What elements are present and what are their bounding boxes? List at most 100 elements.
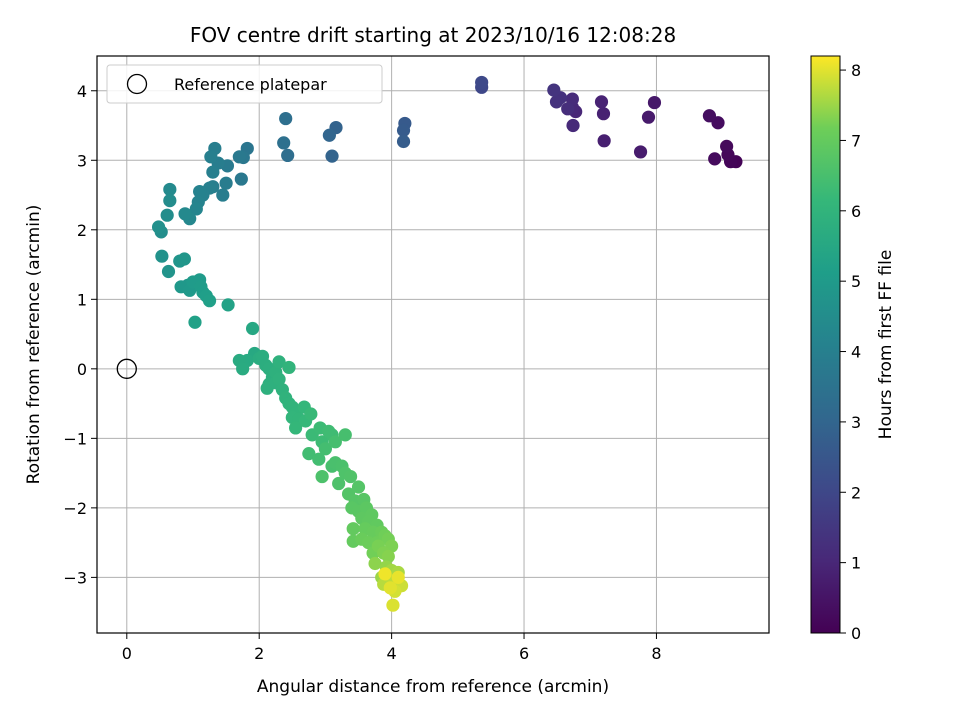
data-point bbox=[312, 452, 326, 466]
data-point bbox=[163, 182, 177, 197]
data-point bbox=[566, 118, 580, 133]
legend-reference-marker bbox=[126, 73, 148, 95]
colorbar-ticks: 0 1 2 3 4 5 6 7 8 bbox=[840, 61, 861, 643]
y-tick-label: 4 bbox=[77, 82, 87, 101]
data-point bbox=[193, 184, 207, 199]
data-point bbox=[338, 428, 352, 442]
data-point bbox=[202, 294, 217, 308]
legend: Reference platepar bbox=[106, 64, 383, 104]
data-point bbox=[272, 372, 286, 386]
data-point bbox=[351, 480, 366, 494]
y-tick-label: −1 bbox=[63, 429, 87, 448]
plot-frame bbox=[96, 55, 770, 634]
colorbar-tick-label: 4 bbox=[851, 343, 861, 362]
colorbar-tick-label: 1 bbox=[851, 554, 861, 573]
data-point bbox=[594, 95, 609, 109]
data-point bbox=[391, 570, 405, 584]
data-point bbox=[163, 193, 177, 208]
data-point bbox=[177, 252, 191, 266]
data-point bbox=[322, 424, 336, 438]
data-points bbox=[151, 75, 743, 612]
grid bbox=[97, 56, 769, 633]
data-point bbox=[547, 83, 561, 97]
y-tick-label: 0 bbox=[77, 360, 87, 379]
x-tick-label: 4 bbox=[387, 644, 397, 663]
data-point bbox=[161, 264, 176, 279]
data-point bbox=[368, 556, 382, 571]
data-point bbox=[204, 150, 218, 164]
data-point bbox=[325, 149, 339, 163]
colorbar-label: Hours from first FF file bbox=[876, 250, 896, 440]
data-point bbox=[234, 172, 248, 186]
data-point bbox=[206, 165, 220, 179]
data-point bbox=[702, 109, 717, 123]
data-point bbox=[378, 567, 392, 581]
data-point bbox=[322, 128, 336, 142]
colorbar-tick-label: 8 bbox=[851, 61, 861, 80]
legend-label-reference: Reference platepar bbox=[174, 75, 327, 94]
x-tick-label: 2 bbox=[254, 644, 264, 663]
data-point bbox=[282, 360, 296, 375]
data-point bbox=[475, 75, 489, 90]
data-point bbox=[597, 134, 611, 148]
data-point bbox=[155, 249, 169, 263]
axis-ticks: 0 2 4 6 8 −3 −2 −1 0 1 2 3 4 bbox=[63, 82, 661, 663]
x-tick-label: 8 bbox=[651, 644, 661, 663]
colorbar bbox=[810, 55, 841, 634]
x-tick-label: 0 bbox=[122, 644, 132, 663]
data-point bbox=[315, 469, 329, 484]
data-point bbox=[328, 435, 342, 449]
data-point bbox=[245, 321, 260, 336]
colorbar-tick-label: 5 bbox=[851, 272, 861, 291]
data-point bbox=[281, 148, 295, 163]
data-point bbox=[633, 145, 648, 159]
y-tick-label: 2 bbox=[77, 221, 87, 240]
data-point bbox=[396, 134, 411, 149]
data-point bbox=[647, 95, 662, 110]
data-point bbox=[188, 315, 202, 329]
data-point bbox=[304, 407, 318, 421]
data-point bbox=[318, 442, 333, 456]
colorbar-tick-label: 0 bbox=[851, 624, 861, 643]
data-point bbox=[386, 598, 400, 612]
colorbar-tick-label: 7 bbox=[851, 131, 861, 150]
data-point bbox=[302, 447, 316, 461]
y-tick-label: 1 bbox=[77, 290, 87, 309]
y-axis-label: Rotation from reference (arcmin) bbox=[24, 205, 44, 485]
data-point bbox=[151, 220, 166, 234]
data-point bbox=[641, 110, 656, 124]
colorbar-tick-label: 3 bbox=[851, 413, 861, 432]
data-point bbox=[232, 150, 246, 164]
data-point bbox=[346, 522, 360, 536]
y-tick-label: −3 bbox=[63, 568, 87, 587]
reference-point bbox=[116, 358, 137, 379]
y-tick-label: −2 bbox=[63, 499, 87, 518]
data-point bbox=[277, 136, 291, 150]
chart-title: FOV centre drift starting at 2023/10/16 … bbox=[190, 23, 676, 47]
data-point bbox=[221, 298, 235, 312]
legend-box bbox=[106, 64, 383, 104]
x-axis-label: Angular distance from reference (arcmin) bbox=[257, 677, 609, 697]
colorbar-tick-label: 6 bbox=[851, 202, 861, 221]
data-point bbox=[272, 355, 286, 369]
data-point bbox=[549, 95, 564, 109]
data-point bbox=[178, 207, 192, 221]
data-point bbox=[289, 421, 303, 435]
data-point bbox=[160, 208, 174, 222]
data-point bbox=[216, 188, 230, 202]
y-tick-label: 3 bbox=[77, 151, 87, 170]
data-point bbox=[561, 102, 575, 116]
data-point bbox=[596, 107, 611, 121]
data-point bbox=[396, 123, 411, 137]
data-point bbox=[381, 549, 395, 564]
data-point bbox=[708, 152, 722, 166]
reference-marker bbox=[116, 358, 137, 379]
data-point bbox=[332, 476, 346, 491]
x-tick-label: 6 bbox=[519, 644, 529, 663]
data-point bbox=[236, 362, 250, 376]
data-point bbox=[383, 581, 397, 595]
data-point bbox=[343, 469, 358, 484]
data-point bbox=[720, 139, 734, 153]
data-point bbox=[189, 202, 203, 216]
